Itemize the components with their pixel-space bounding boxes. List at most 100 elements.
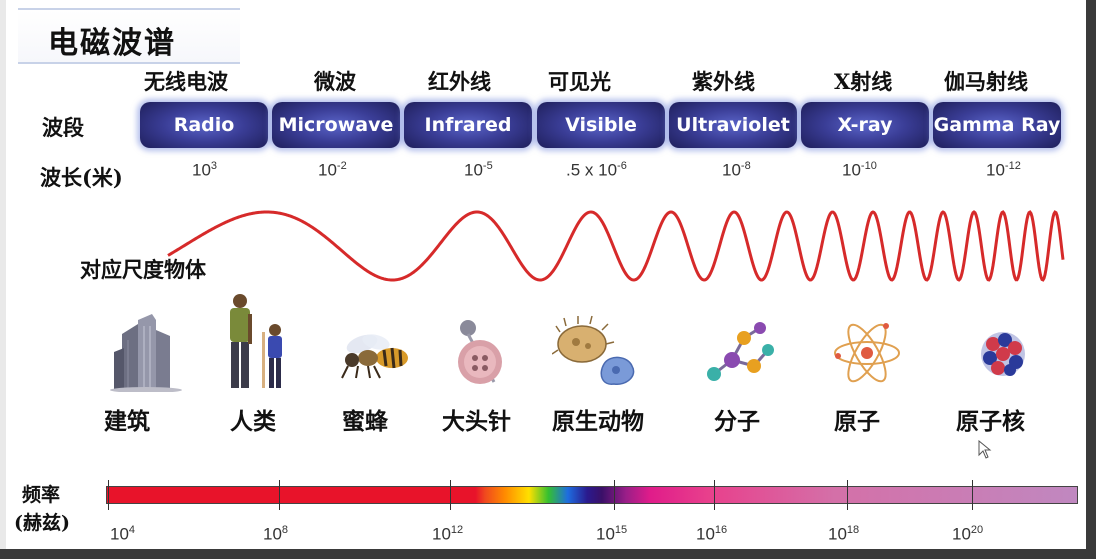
freq-base: 10 [828,524,847,544]
band-en-gamma: Gamma Ray [933,114,1061,136]
frequency-tick [614,480,615,510]
object-label-atom: 原子 [834,408,880,435]
wavelength-xray: 10-10 [842,160,877,181]
object-label-pin: 大头针 [442,408,511,435]
freq-base: 10 [696,524,715,544]
freq-base: 10 [432,524,451,544]
pin-icon [458,320,502,384]
bee-icon [341,334,408,379]
freq-exp: 16 [714,524,728,536]
band-microwave: Microwave [272,102,400,148]
frequency-label: 1020 [952,524,983,545]
wl-base: 10 [318,160,337,180]
band-en-visible: Visible [565,114,637,136]
object-label-building: 建筑 [104,408,150,435]
band-radio: Radio [140,102,268,148]
band-en-infrared: Infrared [424,114,512,136]
frequency-label: 1018 [828,524,859,545]
wl-base: 10 [842,160,861,180]
band-en-microwave: Microwave [278,114,394,136]
frequency-bar [106,486,1078,504]
wl-base: 10 [986,160,1005,180]
wl-base: 10 [464,160,483,180]
freq-exp: 15 [614,524,628,536]
band-gamma: Gamma Ray [933,102,1061,148]
frequency-tick [972,480,973,510]
object-label-protozoa: 原生动物 [552,408,644,435]
wavelength-infrared: 10-5 [464,160,493,181]
wavelength-visible: .5 x 10-6 [566,160,627,181]
building-icon [110,314,182,392]
wl-base: .5 x 10 [566,160,618,180]
atom-icon [834,323,900,383]
wl-base: 10 [192,160,211,180]
humans-icon [230,294,282,388]
wave-graphic [167,210,1065,282]
freq-exp: 12 [450,524,464,536]
band-en-radio: Radio [173,114,235,136]
object-label-nucleus: 原子核 [956,408,1025,435]
band-cn-ultraviolet: 紫外线 [692,69,755,94]
band-ultraviolet: Ultraviolet [669,102,797,148]
frequency-tick [108,480,109,510]
frame-right [1086,0,1096,559]
band-cn-visible: 可见光 [548,69,611,94]
wl-exp: -5 [482,160,493,172]
row-label-wavelength: 波长(米) [40,165,123,190]
object-label-humans: 人类 [230,408,276,435]
wl-exp: -2 [336,160,347,172]
frequency-label: 1012 [432,524,463,545]
band-xray: X-ray [801,102,929,148]
frame-left [0,0,6,559]
freq-base: 10 [596,524,615,544]
freq-base: 10 [263,524,282,544]
freq-base: 10 [952,524,971,544]
mouse-cursor-icon [978,440,992,459]
frequency-label: 108 [263,524,288,545]
molecule-icon [707,322,774,381]
wl-exp: -10 [860,160,877,172]
frequency-tick [450,480,451,510]
wavelength-ultraviolet: 10-8 [722,160,751,181]
wavelength-radio: 103 [192,160,217,181]
band-en-ultraviolet: Ultraviolet [676,114,790,136]
frequency-tick [279,480,280,510]
band-infrared: Infrared [404,102,532,148]
object-label-molecule: 分子 [714,408,760,435]
frequency-label: 1015 [596,524,627,545]
band-visible: Visible [537,102,665,148]
freq-exp: 8 [281,524,289,536]
frequency-label: 104 [110,524,135,545]
band-cn-xray: X射线 [834,69,893,94]
band-cn-microwave: 微波 [314,69,356,94]
band-cn-radio: 无线电波 [144,69,228,94]
row-label-band: 波段 [42,115,84,140]
row-label-objects: 对应尺度物体 [80,257,206,282]
frequency-label: 1016 [696,524,727,545]
wavelength-gamma: 10-12 [986,160,1021,181]
frequency-tick [714,480,715,510]
page-title: 电磁波谱 [48,26,176,61]
frequency-tick [847,480,848,510]
wl-exp: -6 [617,160,627,172]
band-cn-infrared: 红外线 [428,69,491,94]
protozoa-icon [552,315,635,385]
row-label-frequency: 频率 [22,484,61,506]
wl-base: 10 [722,160,741,180]
wl-exp: 3 [210,160,218,172]
freq-exp: 20 [970,524,984,536]
wavelength-microwave: 10-2 [318,160,347,181]
band-cn-gamma: 伽马射线 [944,69,1028,94]
freq-exp: 18 [846,524,860,536]
nucleus-icon [981,332,1025,376]
frame-bottom [0,549,1096,559]
freq-exp: 4 [128,524,136,536]
freq-base: 10 [110,524,129,544]
row-label-frequency-unit: (赫兹) [14,512,70,534]
wl-exp: -8 [740,160,751,172]
title-box: 电磁波谱 [18,8,240,64]
object-label-bee: 蜜蜂 [342,408,388,435]
band-en-xray: X-ray [837,114,893,136]
wl-exp: -12 [1004,160,1021,172]
wave-path [167,210,1065,282]
